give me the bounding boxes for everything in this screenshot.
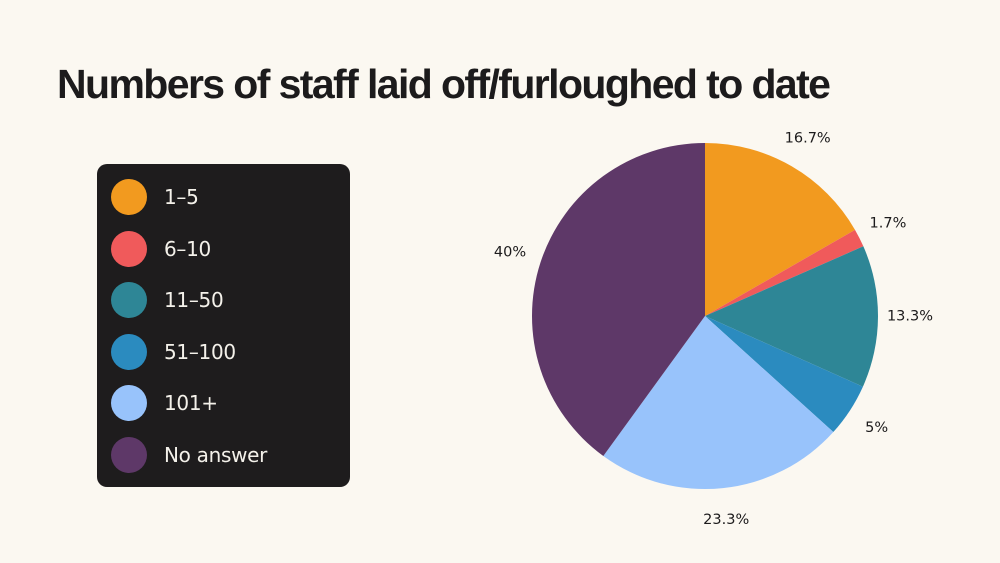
legend: 1–5 6–10 11–50 51–100 101+ No answer <box>97 164 350 487</box>
pie-slice <box>705 143 856 316</box>
pie-slice <box>705 316 863 433</box>
legend-item: 51–100 <box>111 333 350 371</box>
legend-swatch <box>111 282 147 319</box>
legend-item: 11–50 <box>111 281 350 319</box>
legend-item: No answer <box>111 436 350 474</box>
pie-chart: 16.7% 1.7% 13.3% 5% 23.3% 40% <box>494 131 933 528</box>
legend-swatch <box>111 436 147 473</box>
legend-swatch <box>111 230 147 267</box>
legend-label: No answer <box>164 442 268 467</box>
legend-swatch <box>111 179 147 215</box>
pie-data-label: 23.3% <box>703 512 749 528</box>
legend-label: 1–5 <box>164 185 199 209</box>
pie-slice <box>705 229 864 316</box>
pie-data-label: 13.3% <box>887 309 933 325</box>
pie-data-label: 5% <box>865 420 888 436</box>
legend-label: 11–50 <box>164 288 224 313</box>
pie-slice <box>705 246 878 387</box>
legend-swatch <box>111 385 147 422</box>
legend-label: 51–100 <box>164 339 236 364</box>
pie-data-label: 1.7% <box>870 216 907 232</box>
pie-slice <box>532 143 705 456</box>
pie-slices <box>532 143 878 490</box>
legend-item: 101+ <box>111 384 350 422</box>
pie-slice <box>603 316 834 490</box>
legend-label: 6–10 <box>164 236 211 261</box>
chart-title: Numbers of staff laid off/furloughed to … <box>57 61 831 107</box>
legend-item: 6–10 <box>111 230 350 268</box>
pie-data-labels: 16.7% 1.7% 13.3% 5% 23.3% 40% <box>494 131 933 528</box>
legend-item: 1–5 <box>111 178 350 216</box>
legend-label: 101+ <box>164 391 218 416</box>
legend-swatch <box>111 333 147 370</box>
pie-data-label: 40% <box>494 245 526 261</box>
pie-data-label: 16.7% <box>785 131 831 147</box>
